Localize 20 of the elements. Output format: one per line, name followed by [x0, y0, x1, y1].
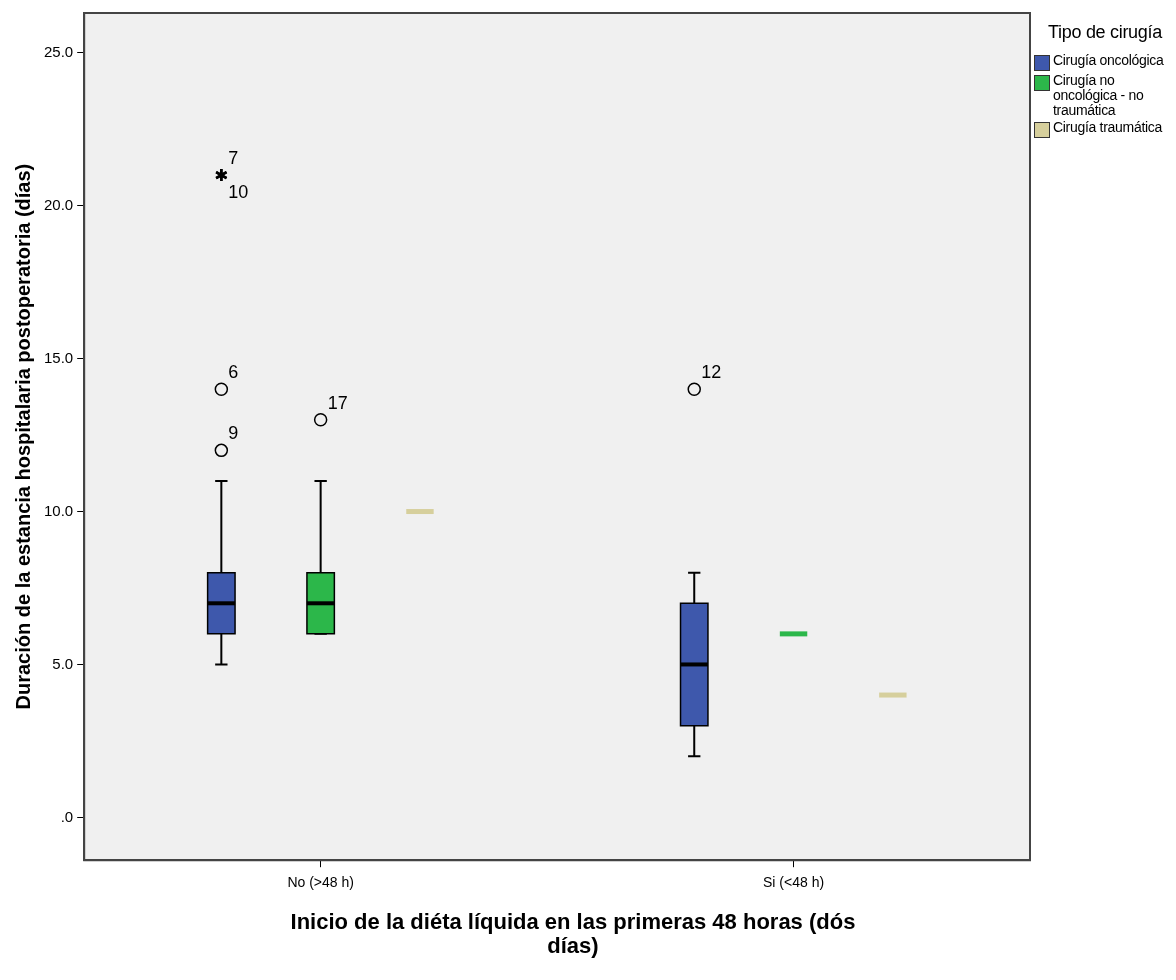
y-tick-label: 25.0 [43, 42, 74, 60]
legend-label: Cirugía oncológica [1053, 52, 1164, 68]
y-tick-label: 10.0 [43, 501, 74, 519]
annotation: 9 [228, 423, 239, 444]
annotation: 6 [228, 362, 239, 383]
legend-title: Tipo de cirugía [1047, 22, 1164, 43]
annotation: 7 [228, 148, 239, 169]
y-tick-label: 5.0 [52, 654, 74, 672]
annotation: 10 [228, 182, 249, 203]
legend-label: Cirugía traumática [1053, 119, 1162, 135]
annotation: 12 [701, 362, 722, 383]
y-tick-label: .0 [60, 807, 74, 825]
y-axis-title: Duración de la estancia hospitalaria postoperatoria (días) [11, 163, 34, 710]
legend-label: Cirugía no oncológica - no traumática [1053, 72, 1145, 118]
x-tick-label: No (>48 h) [287, 874, 354, 891]
annotation: 17 [327, 392, 348, 413]
y-tick-label: 15.0 [43, 348, 74, 366]
y-tick-label: 20.0 [43, 195, 74, 213]
x-tick-label: Si (<48 h) [763, 874, 825, 891]
x-axis-title: Inicio de la diéta líquida en las primeras 48 horas (dós días) [289, 909, 857, 958]
